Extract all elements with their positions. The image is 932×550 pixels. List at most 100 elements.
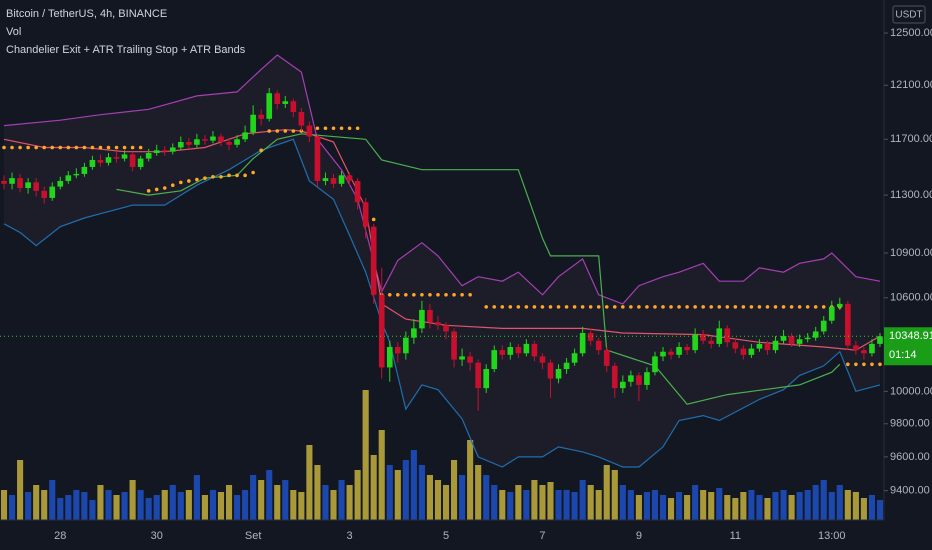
candle-body [394, 347, 401, 354]
volume-bar [483, 475, 490, 520]
candle-body [652, 356, 658, 373]
candle-body [660, 351, 666, 357]
volume-bar [692, 485, 699, 520]
volume-bar [659, 495, 667, 520]
candle-body [105, 157, 112, 163]
candle-body [33, 182, 39, 191]
volume-bar [370, 455, 377, 520]
volume-bar [89, 500, 96, 520]
volume-bar [643, 492, 650, 520]
volume-bar [820, 480, 827, 520]
candle-body [507, 347, 514, 355]
stop-dot [412, 292, 416, 297]
stop-dot [420, 292, 424, 297]
stop-dot [371, 217, 376, 222]
volume-bar [346, 485, 353, 520]
candle-body [459, 356, 465, 360]
candle-body [338, 175, 345, 184]
stop-dot [187, 179, 191, 183]
x-tick-label: 7 [539, 530, 545, 542]
candle-body [700, 334, 706, 341]
volume-bar [225, 485, 233, 520]
candle-body [869, 343, 875, 354]
candle-body [539, 356, 546, 363]
candle-body [298, 112, 305, 126]
volume-bar [322, 485, 329, 520]
volume-bar [844, 490, 851, 520]
stop-dot [396, 292, 400, 297]
volume-bar [876, 500, 884, 520]
candle-body [97, 159, 104, 163]
indicator-line [3, 138, 881, 468]
candle-body [210, 136, 216, 141]
volume-bar [306, 445, 313, 520]
stop-dot [452, 292, 456, 297]
candle-body [853, 345, 859, 351]
stop-dot [259, 148, 263, 153]
candle-body [804, 337, 811, 340]
indicator-label: Vol [6, 26, 21, 38]
indicator-label: Chandelier Exit + ATR Trailing Stop + AT… [6, 44, 246, 56]
candle-body [427, 309, 433, 323]
candle-body [41, 190, 48, 198]
axes: 9400.00 9600.00 9800.00 10000.00 10600.00 109… [54, 27, 932, 542]
stop-dot [154, 187, 159, 192]
volume-bar [732, 498, 739, 520]
y-tick-label: 9800.00 [890, 418, 930, 430]
stop-dot [251, 170, 255, 175]
currency-label[interactable]: USDT [895, 10, 922, 21]
volume-bar [137, 490, 144, 520]
last-price-box [884, 327, 932, 366]
candle-body [113, 157, 120, 159]
volume-bar [555, 490, 562, 520]
candle-body [611, 365, 618, 389]
volume-bar [828, 492, 835, 520]
y-tick-label: 11300.00 [890, 189, 932, 201]
volume-bar [724, 495, 731, 520]
stop-dot [18, 145, 22, 150]
x-tick-label: 3 [347, 530, 353, 542]
volume-bar [201, 495, 208, 520]
candle-body [411, 328, 417, 338]
stop-dot [781, 305, 786, 309]
volume-bar [507, 492, 514, 520]
stop-dot [492, 305, 497, 309]
volume-bar [410, 450, 417, 520]
stop-dot [34, 145, 38, 150]
stop-dot [195, 177, 199, 182]
candle-body [17, 178, 23, 189]
volume-bar [41, 490, 48, 520]
volume-bar [756, 495, 763, 520]
stop-dot [548, 305, 553, 309]
stop-dot [122, 145, 127, 150]
volume-bar [676, 492, 683, 520]
stop-dot [211, 174, 215, 179]
stop-dot [556, 305, 561, 309]
candle-body [740, 348, 747, 355]
stop-dot [862, 362, 866, 367]
volume-bar [217, 492, 225, 520]
candle-body [467, 356, 473, 363]
currency-box[interactable] [892, 5, 926, 24]
stop-dot [428, 292, 432, 297]
candle-body [419, 309, 425, 329]
stop-dot [701, 305, 705, 309]
volume-bar [0, 490, 8, 520]
volume-bar [129, 480, 136, 520]
stop-dot [629, 305, 633, 309]
volume-bar [386, 465, 393, 520]
stop-dot [291, 129, 296, 133]
stop-dot [677, 305, 681, 309]
stop-dot [315, 126, 320, 131]
candle-body [877, 336, 883, 344]
candle-body [161, 150, 168, 152]
candle-body [443, 325, 449, 332]
countdown-label: 01:14 [889, 349, 917, 361]
candle-body [732, 342, 739, 349]
stop-dot [596, 305, 601, 309]
volume-bar [627, 490, 634, 520]
x-tick-label: 9 [636, 530, 642, 542]
stop-dot [854, 362, 858, 367]
candle-body [620, 381, 626, 389]
